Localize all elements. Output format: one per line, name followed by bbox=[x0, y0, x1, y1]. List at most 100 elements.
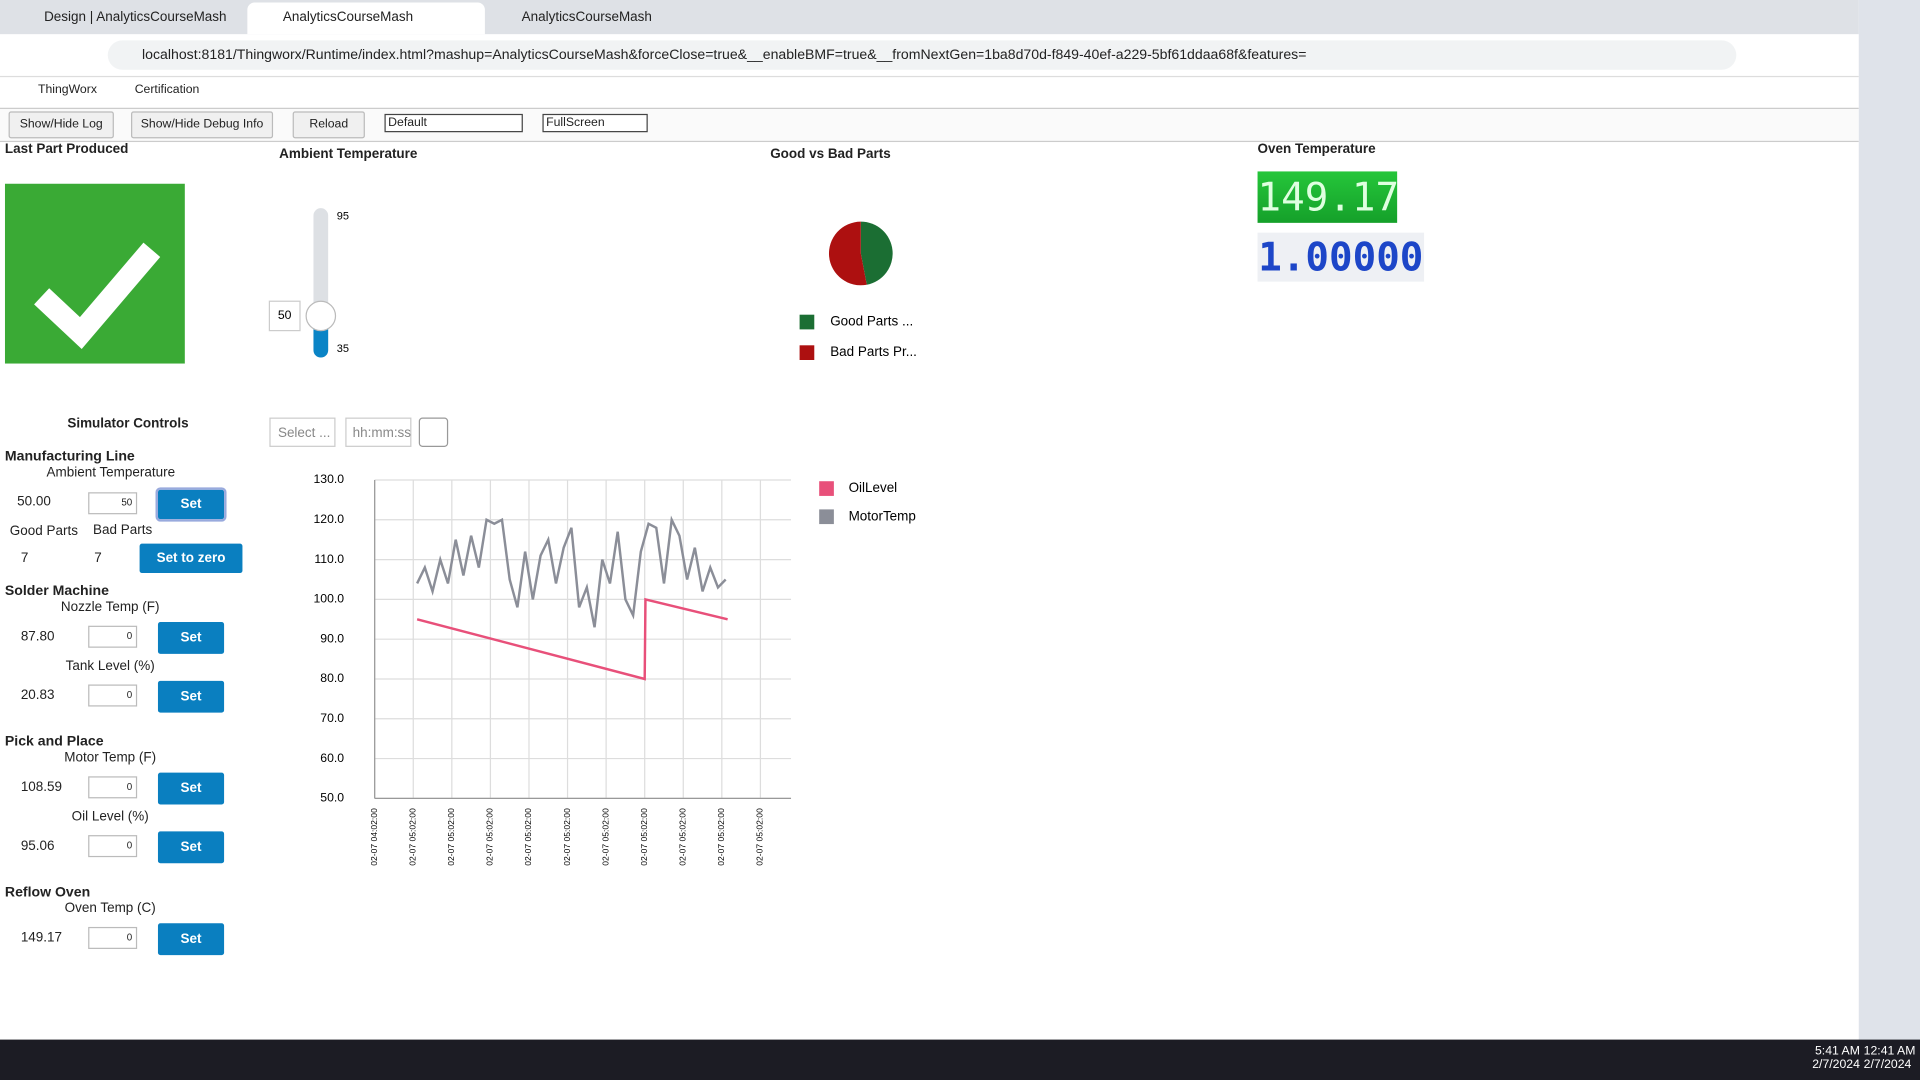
pie-chart: Good Parts ... Bad Parts Pr... bbox=[799, 221, 917, 361]
slider[interactable]: 95 35 50 bbox=[263, 196, 373, 374]
field-label: Oven Temp (C) bbox=[64, 901, 156, 916]
text-input[interactable]: 0 bbox=[88, 684, 138, 707]
button[interactable]: Set bbox=[157, 831, 225, 864]
button[interactable]: Set bbox=[157, 772, 225, 805]
y-tick-label: 120.0 bbox=[313, 512, 344, 526]
field-label: Motor Temp (F) bbox=[64, 750, 157, 766]
x-tick-label: 02-07 05:02:00 bbox=[446, 808, 456, 866]
simulator-panel: Simulator Controls Manufacturing Line Ambi… bbox=[0, 404, 263, 956]
omnibox[interactable] bbox=[107, 40, 1737, 70]
y-tick-label: 60.0 bbox=[320, 751, 344, 765]
x-tick-label: 02-07 05:02:00 bbox=[678, 808, 688, 866]
legend-label: Good Parts ... bbox=[830, 314, 913, 329]
y-tick-label: 50.0 bbox=[320, 791, 344, 805]
y-tick-label: 80.0 bbox=[320, 671, 344, 685]
button[interactable]: Reload bbox=[292, 111, 365, 139]
led-display: 1.00000 bbox=[1257, 232, 1425, 282]
section-title: Pick and Place bbox=[4, 734, 104, 750]
legend-label: Bad Parts Pr... bbox=[830, 344, 917, 359]
button[interactable]: Set bbox=[157, 923, 225, 956]
calendar-button[interactable] bbox=[418, 417, 449, 447]
field-value: 95.06 bbox=[20, 838, 55, 854]
bookmark[interactable]: Certification bbox=[134, 83, 200, 97]
x-tick-label: 02-07 05:02:00 bbox=[639, 808, 649, 866]
widget-title: Last Part Produced bbox=[4, 142, 129, 157]
text-input[interactable]: 0 bbox=[88, 625, 138, 648]
slider-value-box bbox=[268, 300, 301, 332]
section-title: Reflow Oven bbox=[4, 885, 91, 901]
legend-label: MotorTemp bbox=[849, 508, 916, 523]
legend-swatch bbox=[799, 345, 815, 361]
time: 12:41 AM bbox=[1863, 1044, 1916, 1058]
field-value: 50.00 bbox=[17, 494, 51, 510]
button[interactable]: Set bbox=[155, 487, 227, 522]
x-tick-label: 02-07 05:02:00 bbox=[600, 808, 610, 866]
text-input[interactable]: 0 bbox=[88, 776, 138, 799]
pie-slice bbox=[828, 221, 867, 286]
field-value: 7 bbox=[94, 551, 102, 566]
bookmark[interactable]: ThingWorx bbox=[37, 83, 97, 97]
time: 5:41 AM bbox=[1814, 1044, 1860, 1058]
clock[interactable]: 12:41 AM 2/7/2024 bbox=[1864, 1044, 1916, 1071]
field-label: Nozzle Temp (F) bbox=[60, 600, 160, 615]
led-display: 149.17 bbox=[1257, 171, 1399, 223]
field-value: 7 bbox=[20, 551, 29, 566]
field-label: Oil Level (%) bbox=[71, 809, 149, 825]
x-tick-label: 02-07 04:02:00 bbox=[369, 808, 379, 866]
x-tick-label: 02-07 05:02:00 bbox=[562, 808, 572, 866]
taskbar bbox=[0, 1039, 1920, 1080]
y-tick-label: 130.0 bbox=[313, 472, 344, 486]
field-label: Ambient Temperature bbox=[46, 465, 176, 481]
data-line bbox=[416, 515, 727, 628]
legend-swatch bbox=[819, 509, 834, 525]
x-tick-label: 02-07 05:02:00 bbox=[716, 808, 726, 866]
select[interactable]: Default bbox=[384, 113, 523, 133]
tab[interactable]: AnalyticsCourseMash bbox=[282, 9, 414, 25]
text-input[interactable]: 0 bbox=[88, 926, 138, 949]
toolbar bbox=[0, 107, 1859, 143]
legend-swatch bbox=[819, 481, 834, 496]
widget-title: Oven Temperature bbox=[1257, 142, 1376, 157]
widget-title: Ambient Temperature bbox=[279, 146, 418, 162]
section-title: Solder Machine bbox=[4, 584, 109, 599]
legend-label: OilLevel bbox=[849, 480, 898, 495]
date-input[interactable]: Select ... bbox=[269, 417, 336, 447]
x-tick-label: 02-07 05:02:00 bbox=[755, 808, 765, 866]
slider-max: 95 bbox=[337, 211, 349, 223]
y-tick-label: 100.0 bbox=[313, 592, 344, 606]
y-tick-label: 70.0 bbox=[320, 711, 344, 725]
time-input[interactable]: hh:mm:ss bbox=[345, 417, 412, 447]
x-tick-label: 02-07 05:02:00 bbox=[485, 808, 495, 866]
y-tick-label: 90.0 bbox=[320, 631, 344, 645]
button[interactable]: Show/Hide Debug Info bbox=[131, 111, 274, 139]
data-line bbox=[416, 597, 728, 681]
field-value: 108.59 bbox=[20, 780, 63, 795]
clock[interactable]: 5:41 AM 2/7/2024 bbox=[1812, 1044, 1860, 1071]
x-tick-label: 02-07 05:02:00 bbox=[523, 808, 533, 866]
checkmark bbox=[34, 242, 161, 350]
date: 2/7/2024 bbox=[1812, 1057, 1860, 1072]
field-label: Tank Level (%) bbox=[65, 658, 155, 674]
select[interactable]: FullScreen bbox=[542, 113, 648, 133]
pie-slice bbox=[860, 221, 893, 285]
button[interactable]: Set bbox=[157, 680, 225, 713]
y-tick-label: 110.0 bbox=[314, 552, 344, 566]
text-input[interactable]: 0 bbox=[88, 835, 138, 858]
slider-value: 50 bbox=[278, 308, 292, 322]
field-value: 20.83 bbox=[20, 688, 55, 703]
section-title: Manufacturing Line bbox=[4, 449, 135, 465]
tab[interactable]: AnalyticsCourseMash bbox=[521, 9, 652, 25]
x-tick-label: 02-07 05:02:00 bbox=[408, 808, 418, 866]
text-input[interactable]: 50 bbox=[88, 492, 138, 515]
tab[interactable]: Design | AnalyticsCourseMash bbox=[44, 9, 227, 25]
button[interactable]: Set bbox=[157, 622, 225, 654]
button[interactable]: Show/Hide Log bbox=[8, 111, 114, 139]
active-tab[interactable] bbox=[247, 2, 485, 35]
legend-swatch bbox=[799, 314, 815, 330]
slider-min: 35 bbox=[337, 343, 349, 355]
field-label: Bad Parts bbox=[93, 522, 153, 538]
field-label: Good Parts bbox=[9, 524, 78, 539]
url[interactable]: localhost:8181/Thingworx/Runtime/index.h… bbox=[142, 47, 1307, 63]
button[interactable]: Set to zero bbox=[139, 543, 243, 574]
